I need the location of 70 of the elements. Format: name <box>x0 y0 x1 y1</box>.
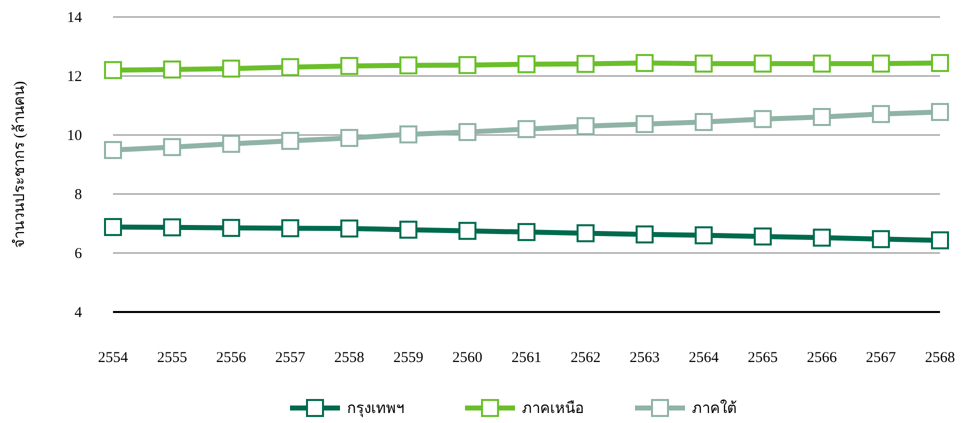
point <box>163 138 182 156</box>
point <box>104 218 122 236</box>
point <box>931 102 949 121</box>
point <box>872 105 890 124</box>
point <box>518 223 536 242</box>
x-tick-label: 2558 <box>334 350 364 366</box>
point <box>518 120 536 138</box>
point <box>694 54 713 73</box>
x-tick-label: 2564 <box>688 350 720 366</box>
y-tick-label: 12 <box>67 69 82 85</box>
point <box>931 54 949 72</box>
x-tick-label: 2568 <box>925 350 955 366</box>
x-tick-label: 2561 <box>512 350 542 366</box>
x-tick-label: 2566 <box>806 350 838 366</box>
point <box>754 110 772 128</box>
point <box>636 225 654 244</box>
point <box>872 230 890 248</box>
y-axis-title: จำนวนประชากร (ล้านคน) <box>11 81 28 248</box>
point <box>576 117 595 136</box>
point <box>222 134 240 153</box>
point <box>399 56 418 74</box>
point <box>340 220 358 238</box>
y-tick-label: 8 <box>74 187 82 203</box>
point <box>281 58 300 76</box>
x-tick-label: 2563 <box>630 350 660 366</box>
y-tick-label: 14 <box>67 10 82 26</box>
point <box>222 218 240 237</box>
point <box>163 218 182 236</box>
legend-label: กรุงเทพฯ <box>347 401 404 418</box>
x-tick-label: 2562 <box>570 350 601 366</box>
point <box>104 61 122 80</box>
point <box>399 220 418 239</box>
point <box>872 54 890 73</box>
x-tick-label: 2556 <box>216 350 247 366</box>
point <box>340 128 358 147</box>
point <box>222 60 240 78</box>
point <box>576 224 595 242</box>
point <box>636 115 654 134</box>
y-tick-label: 10 <box>67 128 82 144</box>
point <box>694 226 713 244</box>
point <box>518 55 536 74</box>
point <box>576 54 595 73</box>
x-tick-label: 2555 <box>157 350 188 366</box>
legend-label: ภาคเหนือ <box>522 400 584 417</box>
point <box>694 113 713 132</box>
point <box>812 108 831 126</box>
point <box>458 56 476 74</box>
point <box>754 54 772 73</box>
x-tick-label: 2560 <box>452 350 482 366</box>
point <box>458 222 476 240</box>
point <box>812 54 831 73</box>
point <box>636 54 654 72</box>
point <box>281 219 300 238</box>
y-tick-label: 6 <box>74 246 82 262</box>
x-tick-label: 2567 <box>866 350 896 366</box>
x-tick-label: 2565 <box>748 350 778 366</box>
point <box>163 60 182 79</box>
point <box>754 227 772 246</box>
point <box>458 123 476 142</box>
point <box>340 56 358 75</box>
legend-label: ภาคใต้ <box>692 399 737 417</box>
point <box>812 228 831 247</box>
point <box>399 125 418 144</box>
y-tick-label: 4 <box>74 305 82 321</box>
x-tick-label: 2559 <box>393 350 424 366</box>
point <box>281 132 300 150</box>
x-tick-label: 2557 <box>275 350 306 366</box>
point <box>931 231 949 250</box>
point <box>104 141 122 160</box>
x-tick-label: 2554 <box>98 350 128 366</box>
